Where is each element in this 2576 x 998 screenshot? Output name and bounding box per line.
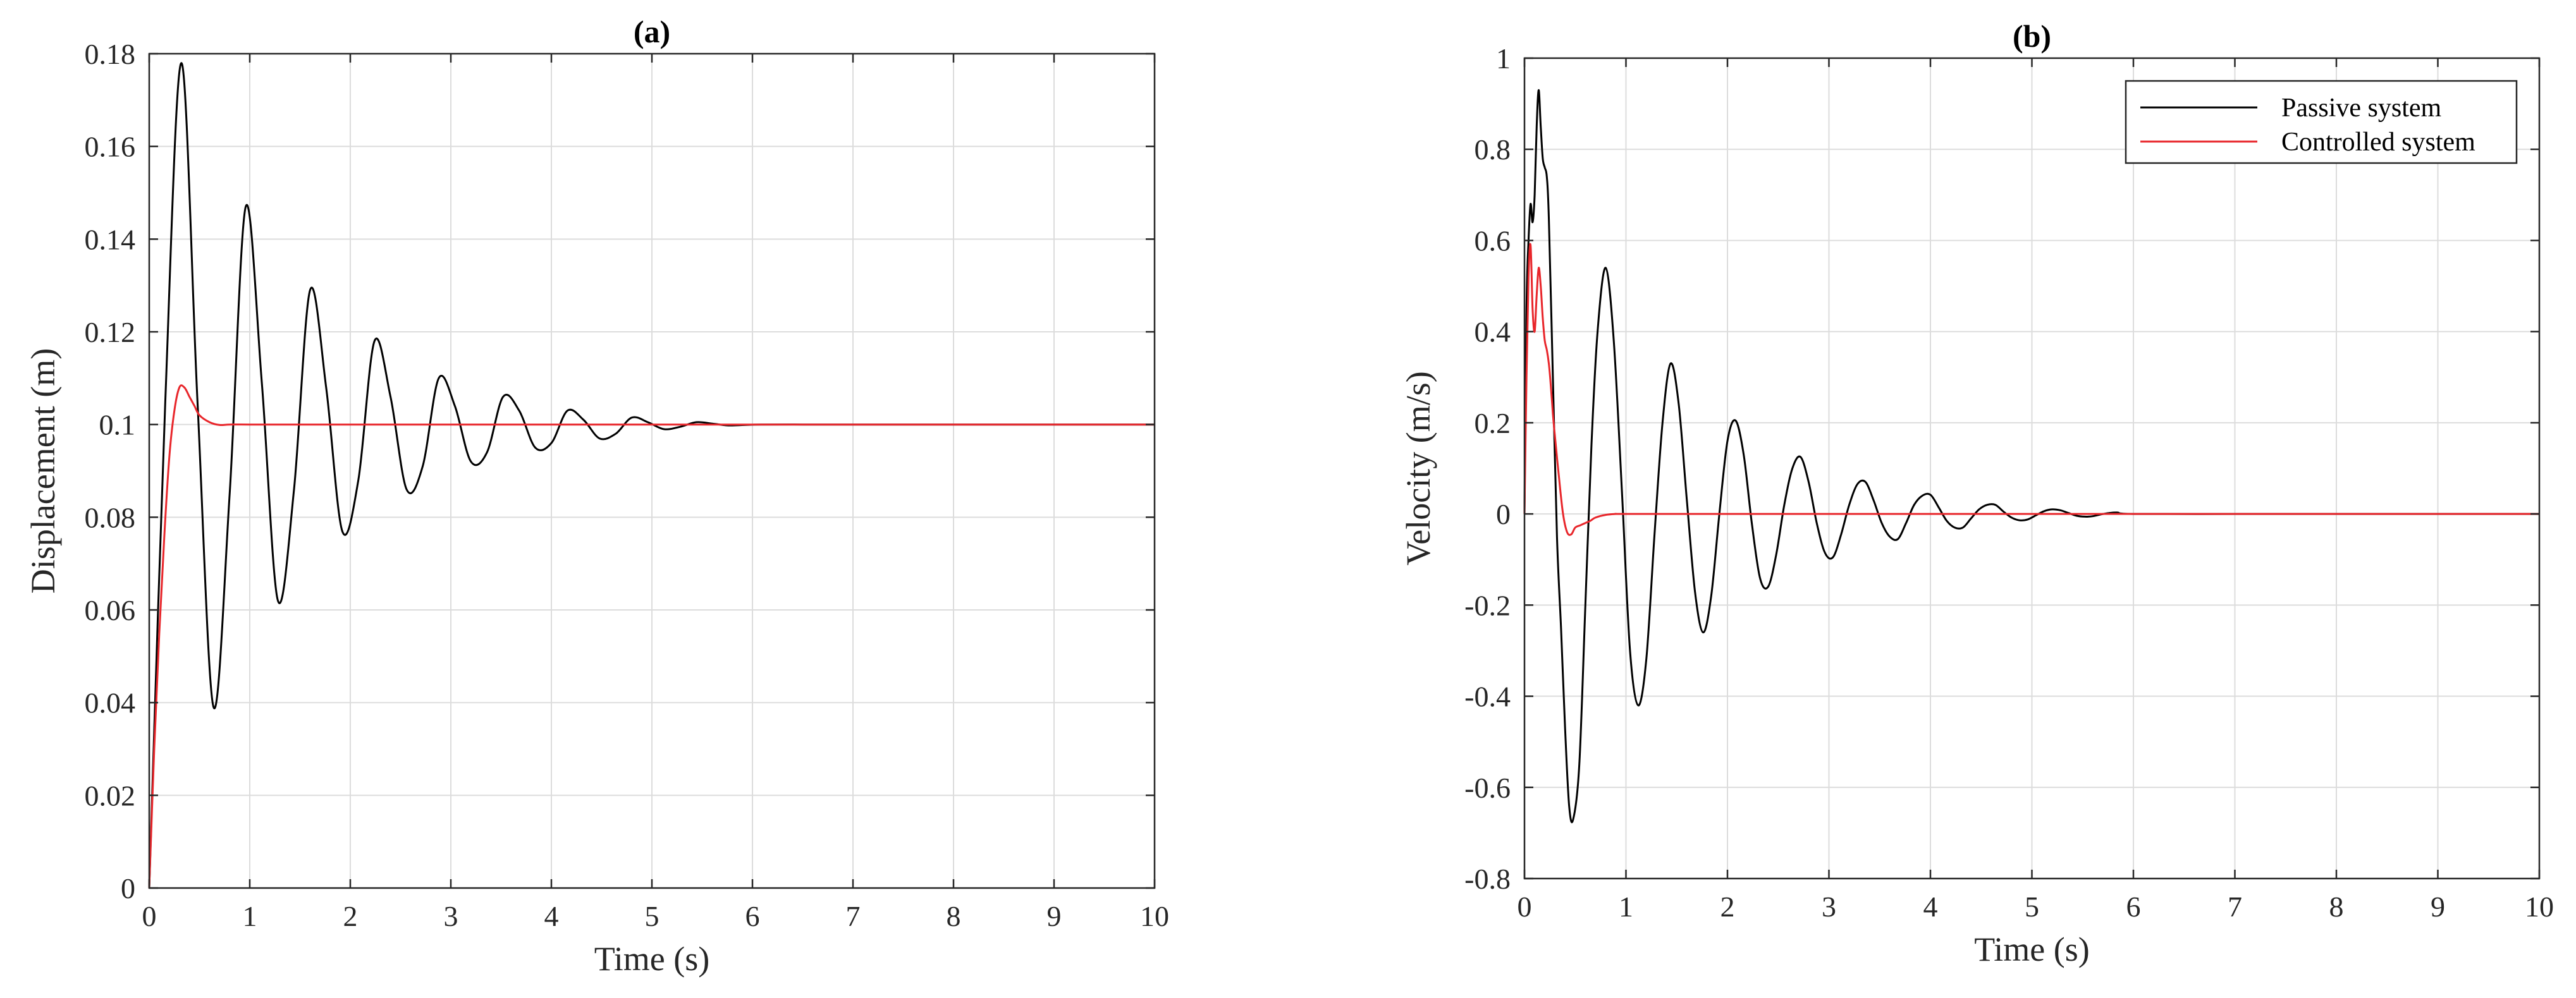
x-tick-label-b: 6: [2126, 891, 2141, 923]
x-tick-label-a: 8: [947, 900, 961, 932]
passive-series-line-b: [1523, 89, 2539, 824]
y-tick-label-a: 0.16: [85, 131, 136, 163]
y-tick-label-b: 1: [1496, 42, 1511, 75]
controlled-series-line-a: [148, 384, 1155, 889]
controlled-series-line-b: [1523, 243, 2539, 536]
grid-b: [1524, 58, 2540, 879]
legend: Passive system Controlled system: [2125, 80, 2518, 164]
chart-title-b: (b): [2013, 18, 2051, 54]
y-tick-label-b: -0.4: [1464, 681, 1511, 713]
passive-series-line-a: [148, 62, 1155, 889]
x-tick-label-a: 3: [444, 900, 458, 932]
legend-box: [2125, 80, 2518, 164]
x-tick-label-b: 2: [1720, 891, 1735, 923]
x-tick-label-b: 8: [2329, 891, 2344, 923]
x-tick-label-b: 5: [2025, 891, 2039, 923]
y-tick-label-a: 0.18: [85, 38, 136, 70]
ticks-b: 0 1 2 3 4 5 6 7 8 9 10 -0.8 -0.6 -0.4 -0.2 0 0.2 0.4 0.6 0.…: [1464, 42, 2554, 923]
x-tick-label-a: 0: [142, 900, 157, 932]
ticks-a: 0 1 2 3 4 5 6 7 8 9 10 0 0.02 0.04 0.06 0.08 0.1 0.12 0.14…: [85, 38, 1170, 932]
x-tick-label-b: 9: [2431, 891, 2445, 923]
y-tick-label-b: -0.8: [1464, 863, 1511, 895]
x-tick-label-a: 6: [745, 900, 760, 932]
legend-label-controlled: Controlled system: [2281, 128, 2475, 157]
x-tick-label-a: 4: [544, 900, 559, 932]
chart-b: 0 1 2 3 4 5 6 7 8 9 10 -0.8 -0.6 -0.4 -0.2 0 0.2 0.4 0.6 0.…: [1399, 18, 2554, 968]
y-tick-label-b: 0.2: [1475, 407, 1511, 439]
y-tick-label-a: 0.1: [99, 409, 136, 441]
y-tick-label-a: 0: [121, 872, 135, 904]
x-tick-label-b: 4: [1923, 891, 1938, 923]
x-tick-label-a: 2: [343, 900, 358, 932]
x-tick-label-b: 10: [2525, 891, 2554, 923]
x-tick-label-b: 1: [1619, 891, 1633, 923]
chart-title-a: (a): [634, 14, 670, 49]
x-tick-label-a: 10: [1140, 900, 1169, 932]
grid-a: [149, 53, 1155, 889]
x-axis-label-a: Time (s): [594, 940, 710, 978]
y-tick-label-b: 0.8: [1475, 133, 1511, 166]
y-tick-label-b: 0.4: [1475, 316, 1511, 348]
x-tick-label-a: 9: [1047, 900, 1062, 932]
y-tick-label-b: -0.2: [1464, 589, 1511, 621]
y-tick-label-a: 0.04: [85, 687, 136, 719]
y-tick-label-a: 0.14: [85, 223, 136, 255]
series-b: [1523, 89, 2539, 824]
x-tick-label-b: 0: [1518, 891, 1532, 923]
series-a: [148, 62, 1155, 889]
x-tick-label-b: 7: [2228, 891, 2242, 923]
legend-label-passive: Passive system: [2281, 94, 2442, 123]
chart-a: 0 1 2 3 4 5 6 7 8 9 10 0 0.02 0.04 0.06 0.08 0.1 0.12 0.14…: [24, 14, 1169, 978]
y-tick-label-a: 0.06: [85, 594, 136, 626]
y-tick-label-a: 0.02: [85, 779, 136, 812]
y-tick-label-b: 0: [1496, 498, 1511, 530]
y-tick-label-a: 0.12: [85, 316, 136, 348]
y-tick-label-a: 0.08: [85, 501, 136, 533]
x-axis-label-b: Time (s): [1974, 930, 2090, 968]
y-axis-label-a: Displacement (m): [24, 348, 62, 593]
x-tick-label-b: 3: [1822, 891, 1836, 923]
y-tick-label-b: 0.6: [1475, 224, 1511, 257]
y-tick-label-b: -0.6: [1464, 772, 1511, 804]
y-axis-label-b: Velocity (m/s): [1399, 371, 1437, 565]
x-tick-label-a: 7: [846, 900, 861, 932]
x-tick-label-a: 5: [645, 900, 659, 932]
x-tick-label-a: 1: [243, 900, 257, 932]
